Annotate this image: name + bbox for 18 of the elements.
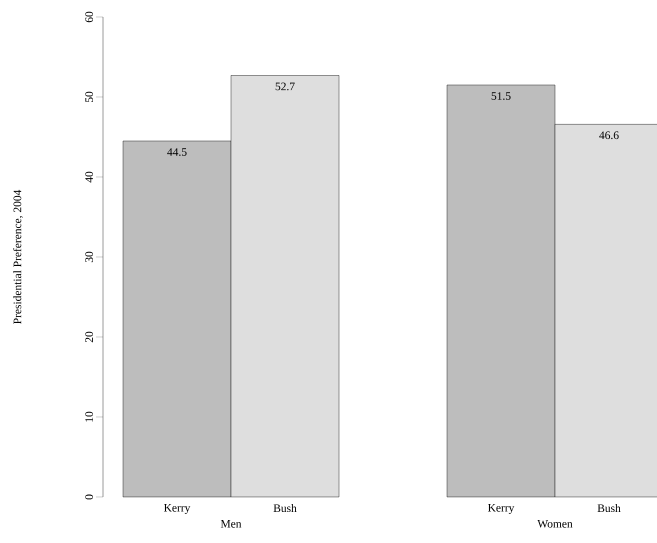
y-tick-label: 50: [85, 92, 93, 102]
y-tick-label: 30: [85, 252, 93, 262]
text: Kerry: [488, 504, 514, 514]
y-tick-label: 20: [85, 332, 93, 342]
x-tick-label: Men: [220, 520, 242, 528]
y-axis-title: Presidential Preference, 2004: [13, 190, 23, 324]
data-label: 51.5: [492, 92, 511, 100]
y-tick-label: 60: [85, 12, 93, 22]
x-tick-label: Women: [537, 520, 573, 528]
y-tick-label: 10: [85, 412, 93, 422]
data-label: 46.6: [599, 131, 619, 140]
y-tick-label: 40: [85, 172, 93, 182]
y-tick-label: 0: [85, 494, 93, 500]
data-label: 44.5: [167, 148, 187, 156]
series-label: Bush: [274, 504, 297, 512]
series-label: Kerry: [164, 504, 190, 514]
text: Bush: [598, 504, 621, 512]
data-label: 52.7: [276, 82, 295, 90]
